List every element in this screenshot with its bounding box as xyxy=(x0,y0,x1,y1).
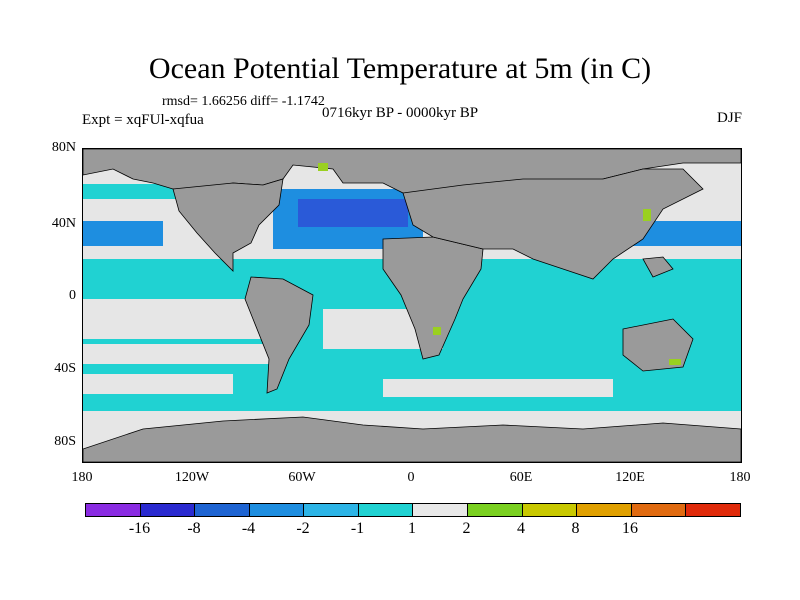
warm-spot-japan xyxy=(643,209,651,221)
colorbar-swatch xyxy=(631,504,687,516)
colorbar-swatch xyxy=(304,504,359,516)
y-tick-label: 80N xyxy=(51,140,76,155)
x-tick-label: 120W xyxy=(174,470,210,485)
colorbar-label: 8 xyxy=(571,520,580,537)
north-america xyxy=(172,178,284,272)
colorbar-swatch xyxy=(140,504,196,516)
colorbar-label: -2 xyxy=(296,520,310,537)
y-tick-label: 0 xyxy=(69,288,76,303)
x-tick-label: 180 xyxy=(729,470,751,485)
colorbar-label: -16 xyxy=(128,520,151,537)
x-tick-label: 60W xyxy=(288,470,316,485)
x-tick-label: 60E xyxy=(509,470,533,485)
colorbar-swatch xyxy=(468,504,523,516)
australia xyxy=(622,318,694,372)
experiment-label: Expt = xqFUl-xqfua xyxy=(82,112,204,128)
colorbar-label: -8 xyxy=(187,520,201,537)
colorbar-label: -1 xyxy=(350,520,365,537)
warm-spot-australia xyxy=(669,359,681,365)
rmsd-diff-label: rmsd= 1.66256 diff= -1.1742 xyxy=(162,94,325,109)
eurasia xyxy=(402,168,704,280)
y-tick-label: 40N xyxy=(51,216,76,231)
colorbar-swatch xyxy=(249,504,305,516)
north-atlantic-deep xyxy=(298,199,408,227)
period-label: 0716kyr BP - 0000kyr BP xyxy=(322,105,479,121)
colorbar-swatch xyxy=(686,504,740,516)
colorbar-swatch xyxy=(413,504,469,516)
colorbar-swatch xyxy=(358,504,414,516)
north-pacific-mid xyxy=(83,221,163,246)
colorbar-label: -4 xyxy=(241,520,256,537)
southern-ocean-cool xyxy=(83,399,741,411)
x-tick-label: 0 xyxy=(407,470,415,485)
colorbar-label: 1 xyxy=(408,520,416,537)
season-label: DJF xyxy=(716,110,742,126)
warm-spot-north-atlantic xyxy=(318,163,328,171)
x-tick-label: 180 xyxy=(71,470,93,485)
maritime-continent xyxy=(642,256,674,278)
colorbar-label: 4 xyxy=(517,520,525,537)
colorbar-swatch xyxy=(577,504,632,516)
south-pacific-neutral-2 xyxy=(83,374,233,394)
colorbar-label: 16 xyxy=(622,520,638,537)
chart-title: Ocean Potential Temperature at 5m (in C) xyxy=(148,52,652,85)
map-svg xyxy=(83,149,741,462)
y-tick-label: 40S xyxy=(54,361,76,376)
warm-spot-south-africa xyxy=(433,327,441,335)
colorbar-swatch xyxy=(195,504,250,516)
south-pacific-neutral xyxy=(83,344,283,364)
colorbar-swatch xyxy=(522,504,578,516)
southern-indian-neutral xyxy=(383,379,613,397)
land-layer xyxy=(83,149,741,462)
south-america xyxy=(244,276,314,394)
colorbar xyxy=(85,503,741,517)
east-pacific-neutral xyxy=(83,299,263,339)
antarctica xyxy=(83,416,741,462)
colorbar-label: 2 xyxy=(462,520,471,537)
y-tick-label: 80S xyxy=(54,434,76,449)
warm-spots xyxy=(318,163,681,365)
world-map xyxy=(82,148,742,463)
x-tick-label: 120E xyxy=(615,470,645,485)
colorbar-swatch xyxy=(86,504,141,516)
